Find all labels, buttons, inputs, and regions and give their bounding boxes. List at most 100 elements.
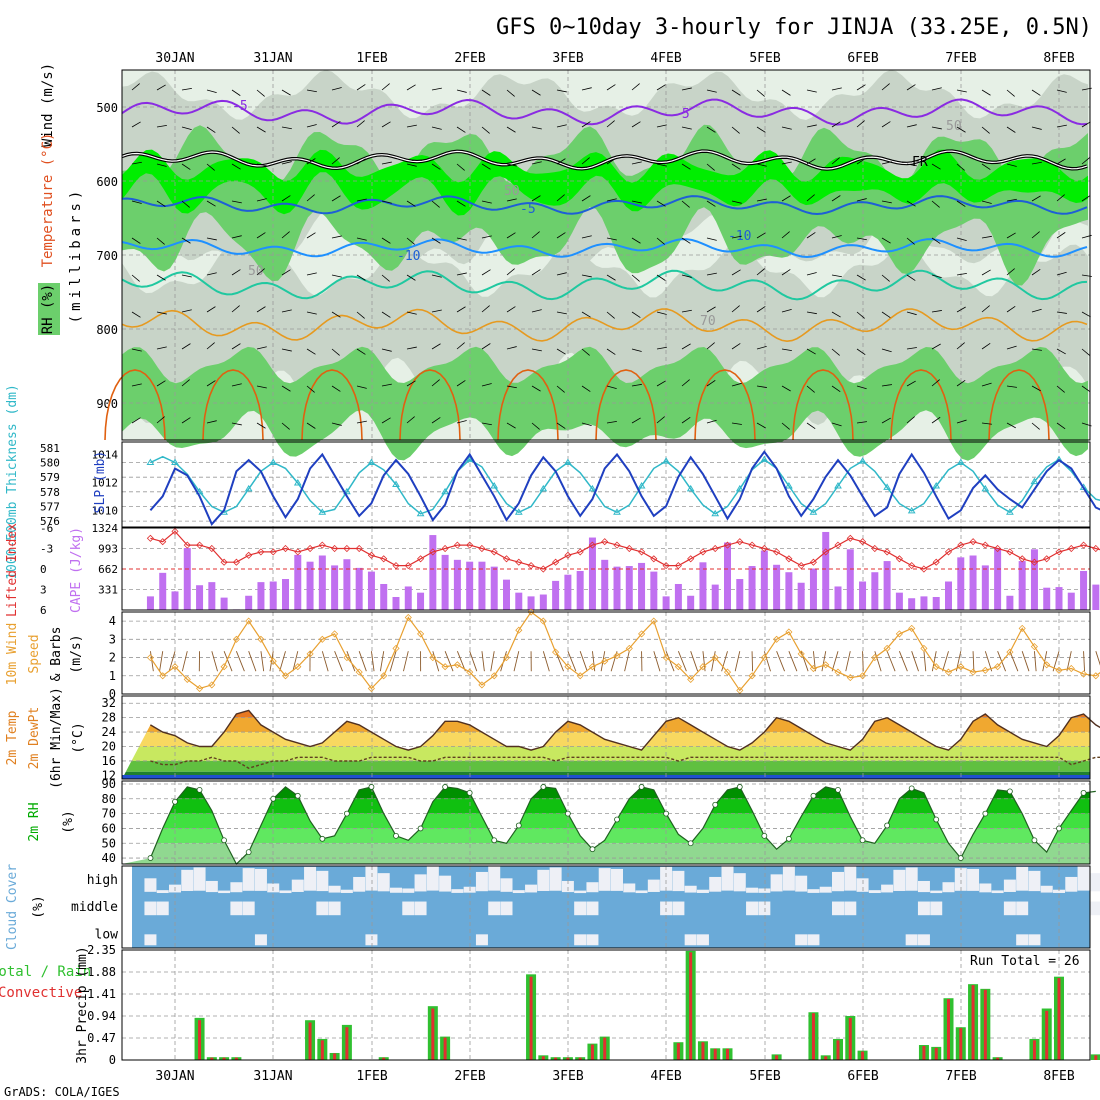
wind-barb (931, 343, 941, 350)
cape-bar (146, 596, 154, 610)
wind-barb (531, 348, 542, 352)
rh2m-marker (957, 855, 964, 861)
temp-band (122, 760, 1090, 772)
cloud-high-gap (500, 878, 513, 892)
wind-barb-10m (181, 651, 188, 672)
wind-barb (1006, 422, 1016, 429)
lifted-index-marker (822, 548, 830, 556)
rh2m-marker (564, 810, 571, 817)
precip-convective-bar (848, 1017, 852, 1060)
wind-barb (606, 420, 617, 424)
wind-barb (831, 274, 842, 278)
wind-barb (806, 272, 817, 276)
cloud-low-gap (365, 934, 378, 946)
lifted-index-marker (208, 544, 216, 553)
cape-bar (490, 566, 498, 610)
rh2m-marker (147, 855, 154, 861)
wind-barb (506, 422, 516, 429)
wind-barb (881, 348, 892, 353)
ylabel-2m-temp: 2m Temp (5, 710, 20, 765)
wind-speed-marker (539, 617, 547, 625)
wind-barb (981, 342, 991, 350)
pressure-tick: 500 (96, 101, 118, 115)
cape-bar (159, 572, 167, 610)
wind-barb (806, 194, 815, 202)
wind-barb-10m (862, 651, 864, 672)
li-tick: -6 (40, 522, 53, 535)
wind-barb (131, 237, 141, 244)
wind-barb (506, 346, 517, 350)
cape-bar (392, 596, 400, 610)
lifted-index-marker (1067, 544, 1075, 553)
wind-barb-10m (211, 651, 218, 672)
wind-barb (231, 235, 242, 239)
date-label-bottom: 31JAN (253, 1069, 292, 1084)
wind-barb (256, 306, 266, 313)
rh2m-marker (614, 816, 620, 823)
wind-speed-marker (159, 672, 167, 680)
wind-barb (281, 161, 292, 165)
wind-barb-10m (1009, 651, 1019, 672)
lifted-index-marker (981, 541, 989, 549)
rh2m-marker (785, 835, 792, 842)
cloud-middle-gap (758, 901, 771, 916)
wind-barb (306, 89, 317, 93)
wind-speed-marker (674, 663, 682, 671)
cloud-level-label: high (87, 873, 118, 888)
wind-barb (706, 342, 715, 350)
precip-tick: 2.35 (87, 943, 116, 957)
date-label-bottom: 2FEB (454, 1069, 485, 1084)
precip-convective-bar (713, 1048, 717, 1060)
temp-contour-20 (104, 369, 166, 441)
wind-speed-line (149, 611, 1100, 692)
cape-bar (220, 597, 228, 610)
wind-speed-marker (429, 654, 437, 662)
wind-barb (381, 383, 392, 387)
wind-barb (931, 416, 941, 424)
wind-barb-10m (456, 651, 466, 672)
thickness-marker (490, 482, 499, 489)
cape-bar (724, 542, 731, 610)
wind-barb (531, 269, 541, 276)
cloud-high-gap (905, 867, 918, 891)
wind-barb-10m (931, 651, 937, 672)
wind-barb (206, 163, 215, 171)
cloud-middle-gap (672, 901, 685, 916)
wind-barb-10m (444, 651, 454, 672)
wind-speed-marker (527, 608, 535, 616)
wind-barb (356, 311, 365, 319)
cloud-middle-gap (402, 901, 415, 916)
cloud-middle-gap (328, 901, 341, 916)
wind-barb-10m (911, 651, 919, 672)
wind-barb (781, 161, 792, 165)
wind-barb (631, 417, 641, 424)
wind-barb (581, 157, 590, 165)
wind-barb (931, 126, 942, 130)
chart-title: GFS 0~10day 3-hourly for JINJA (33.25E, … (496, 15, 1092, 40)
cape-panel-frame (121, 527, 1091, 611)
thickness-marker (269, 458, 278, 465)
cloud-high-gap (1040, 885, 1053, 893)
thickness-marker (735, 484, 744, 492)
cape-bar (895, 592, 903, 610)
wind-barb (1031, 231, 1040, 239)
cloud-level-label: low (95, 927, 119, 942)
rh2m-marker (343, 810, 350, 817)
wind-speed-marker (515, 626, 523, 634)
cape-bar (945, 581, 952, 610)
wind-barb (231, 305, 240, 313)
rh2m-marker (933, 816, 940, 823)
cape-bar (282, 579, 289, 610)
wind-barb (931, 379, 940, 387)
wind-speed-marker (220, 663, 228, 671)
lifted-index-marker (306, 544, 314, 553)
thickness-marker (1006, 508, 1014, 515)
wind-barb-10m (690, 651, 699, 672)
rh2m-marker (294, 792, 301, 799)
wind-barb (756, 89, 765, 97)
precip-convective-bar (234, 1057, 238, 1060)
wind-barb (256, 126, 266, 133)
cloud-middle-gap (844, 901, 857, 916)
